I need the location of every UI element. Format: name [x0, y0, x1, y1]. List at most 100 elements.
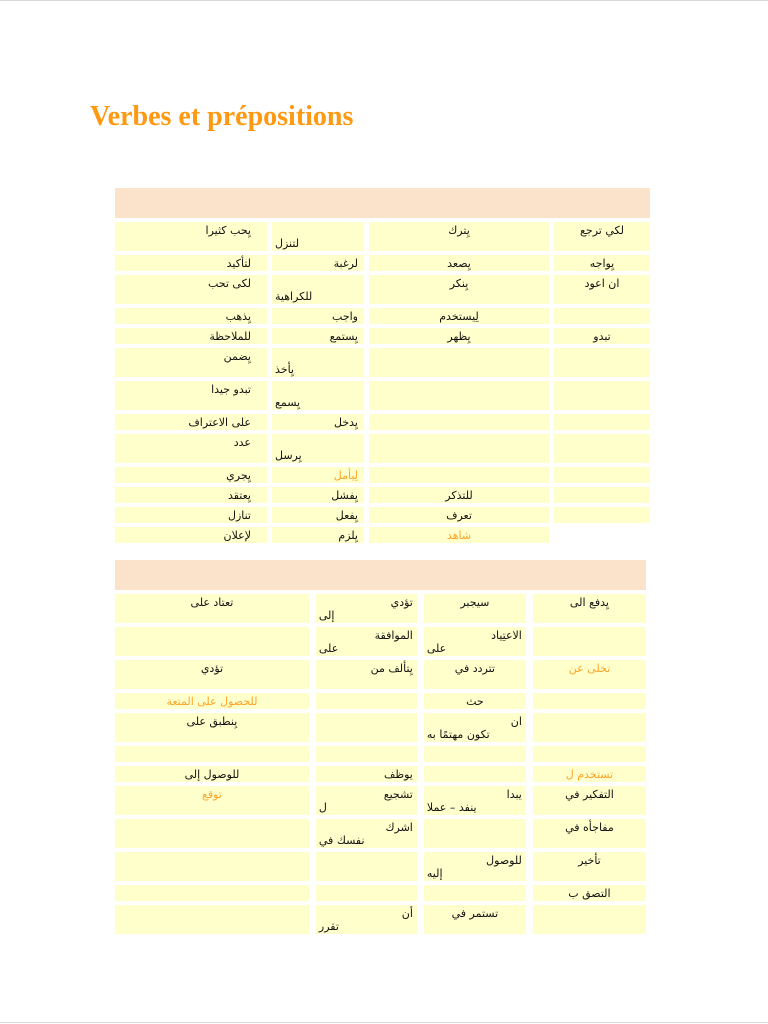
- cell-text: أن: [401, 907, 413, 920]
- cell-text: [535, 907, 644, 920]
- table-cell: للتذكر: [369, 487, 549, 503]
- table-cell: [315, 693, 417, 709]
- table-cell: يِتألف من: [315, 660, 417, 689]
- cell-text: يِظهر: [447, 330, 471, 343]
- table-row: يِذهب واجب لِيستخدم: [115, 308, 650, 324]
- table-cell: يِصعد: [369, 255, 549, 271]
- table-cell: [115, 627, 309, 656]
- table-cell: يِنكر: [369, 275, 549, 304]
- table-cell: يِعتقد: [115, 487, 267, 503]
- table-row: لتأكيد لرغبة يِصعد يِواجه: [115, 255, 650, 271]
- cell-text: [117, 629, 307, 642]
- table-row: لكى تحب للكراهية يِنكر ان اعود: [115, 275, 650, 304]
- cell-text: يِحب كثيرا: [205, 224, 251, 237]
- table-cell: ان اعود: [554, 275, 650, 304]
- table-cell: لِيأمل: [272, 467, 364, 483]
- table-cell: ان تكون مهتمًا به: [423, 713, 526, 742]
- table-cell: [532, 693, 646, 709]
- cell-text: [318, 715, 415, 728]
- table-cell: للوصول إليه: [423, 852, 526, 881]
- table-cell: [369, 381, 549, 410]
- cell-text: تعتاد على: [190, 596, 234, 609]
- table-row: يِجري لِيأمل: [115, 467, 650, 483]
- cell-text: [274, 436, 362, 449]
- cell-text: [535, 695, 644, 708]
- table-cell: تؤدي إلى: [315, 594, 417, 623]
- cell-text: [556, 509, 648, 522]
- cell-text: التفكير في: [565, 788, 614, 801]
- verbs-table-2: تعتاد على تؤدي إلى سيجبر يِدفع الى الموافقة عل…: [108, 556, 653, 938]
- table-cell: يِدفع الى: [532, 594, 646, 623]
- cell-text: [371, 436, 547, 449]
- table-cell: سيجبر: [423, 594, 526, 623]
- cell-text: تستمر في: [451, 907, 499, 920]
- cell-text: حث: [466, 695, 484, 708]
- table-row: الموافقة على الاعتِياد على: [115, 627, 646, 656]
- table-cell: حث: [423, 693, 526, 709]
- table-cell: الموافقة على: [315, 627, 417, 656]
- table-cell: تعرف: [369, 507, 549, 523]
- cell-text: [535, 715, 644, 728]
- cell-text: تشجيع: [383, 788, 413, 801]
- cell-text: يِضمن: [223, 350, 251, 363]
- table-cell: [554, 308, 650, 324]
- table-cell: [315, 852, 417, 881]
- table-cell: [115, 852, 309, 881]
- table1-header-row: [115, 188, 650, 218]
- table-cell: واجب: [272, 308, 364, 324]
- cell-text: للوصول: [486, 854, 522, 867]
- cell-text: يِستمع: [329, 330, 358, 343]
- table-row: [115, 746, 646, 762]
- cell-text-accent: تستخدم ل: [565, 768, 614, 781]
- table-row: التصق ب: [115, 885, 646, 901]
- cell-text: التصق ب: [568, 887, 611, 900]
- table-cell: [115, 819, 309, 848]
- cell-text: [371, 383, 547, 396]
- cell-text-line2: إليه: [426, 867, 443, 880]
- cell-text-accent: شاهد: [446, 529, 472, 542]
- table2-header: [115, 560, 646, 590]
- cell-text: [117, 821, 307, 834]
- cell-text: تبدو: [593, 330, 611, 343]
- table-cell: يِفشل: [272, 487, 364, 503]
- cell-text: [556, 436, 648, 449]
- cell-text: يِلزم: [338, 529, 358, 542]
- table-cell: تأخير: [532, 852, 646, 881]
- cell-text: [556, 489, 648, 502]
- table-cell: يِظهر: [369, 328, 549, 344]
- cell-text: على الاعتراف: [188, 416, 251, 429]
- cell-text: [556, 416, 648, 429]
- cell-text-line2: لتنزل: [275, 237, 300, 250]
- table-row: على الاعتراف يِدخل: [115, 414, 650, 430]
- table-cell: تبدو جيدا: [115, 381, 267, 410]
- table-cell: تنازل: [115, 507, 267, 523]
- table-cell: [115, 905, 309, 934]
- cell-text: [274, 277, 362, 290]
- cell-text: [117, 887, 307, 900]
- cell-text: [371, 350, 547, 363]
- table-cell: [369, 467, 549, 483]
- cell-text-line2: على: [318, 642, 339, 655]
- cell-text: للوصول إلى: [184, 768, 240, 781]
- table-cell: يِدخل: [272, 414, 364, 430]
- table-cell: [369, 348, 549, 377]
- table-cell: [532, 746, 646, 762]
- table-cell: يِسمع: [272, 381, 364, 410]
- table-row: اشرك نفسك في مفاجأه في: [115, 819, 646, 848]
- table-cell: يِجري: [115, 467, 267, 483]
- table-cell: لتنزل: [272, 222, 364, 251]
- table-cell: تؤدي: [115, 660, 309, 689]
- table-row: تعتاد على تؤدي إلى سيجبر يِدفع الى: [115, 594, 646, 623]
- table-cell: يِواجه: [554, 255, 650, 271]
- cell-text: [426, 887, 524, 900]
- cell-text: يِواجه: [589, 257, 615, 270]
- table-row: يِضمن يِأخذ: [115, 348, 650, 377]
- table-row: لإعلان يِلزم شاهد: [115, 527, 650, 543]
- table-cell: التفكير في: [532, 786, 646, 815]
- table-cell: لكى تحب: [115, 275, 267, 304]
- table-cell: [423, 766, 526, 782]
- cell-text: يِنطبق على: [186, 715, 238, 728]
- table-row: توقع تشجيع ل يبدا ينفد – عملا التفكير في: [115, 786, 646, 815]
- table-row: للملاحظة يِستمع يِظهر تبدو: [115, 328, 650, 344]
